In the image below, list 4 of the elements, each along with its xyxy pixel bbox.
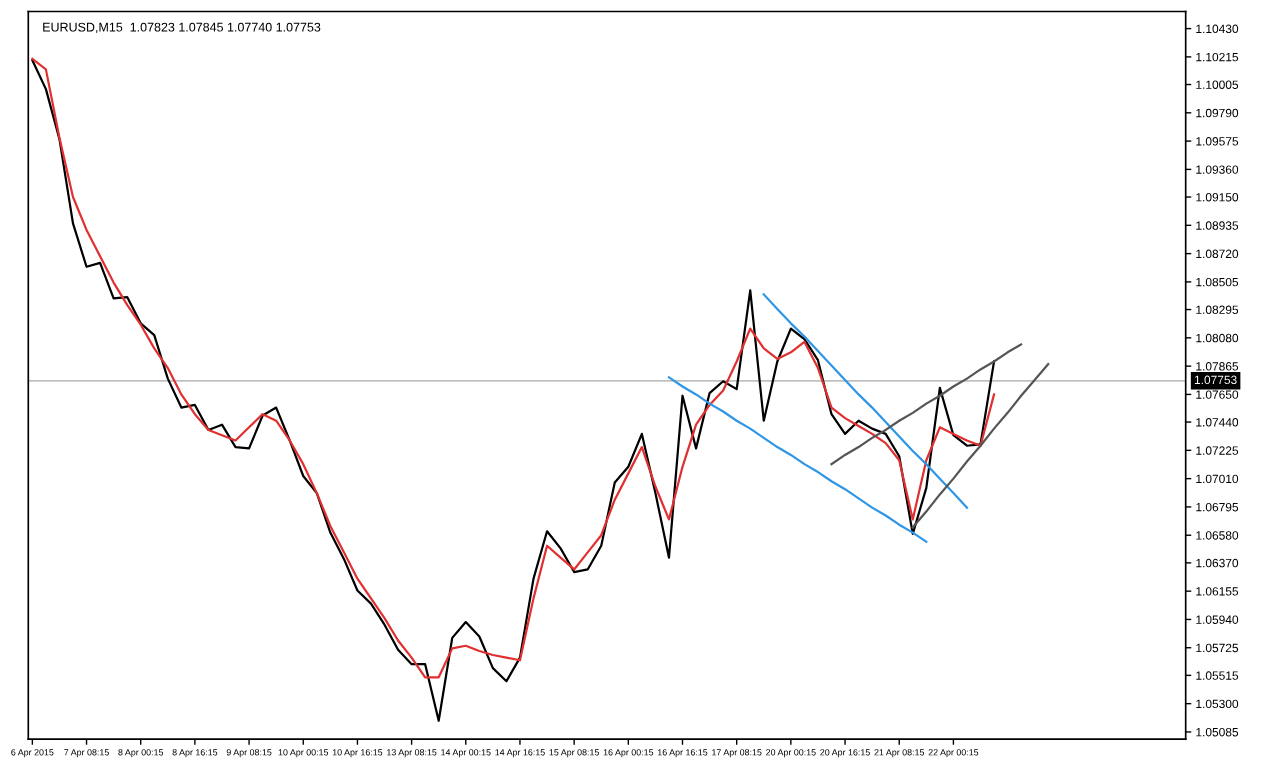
- line-series: [762, 293, 969, 509]
- line-series: [667, 376, 928, 543]
- line-series: [911, 363, 1050, 529]
- line-series: [830, 343, 1023, 466]
